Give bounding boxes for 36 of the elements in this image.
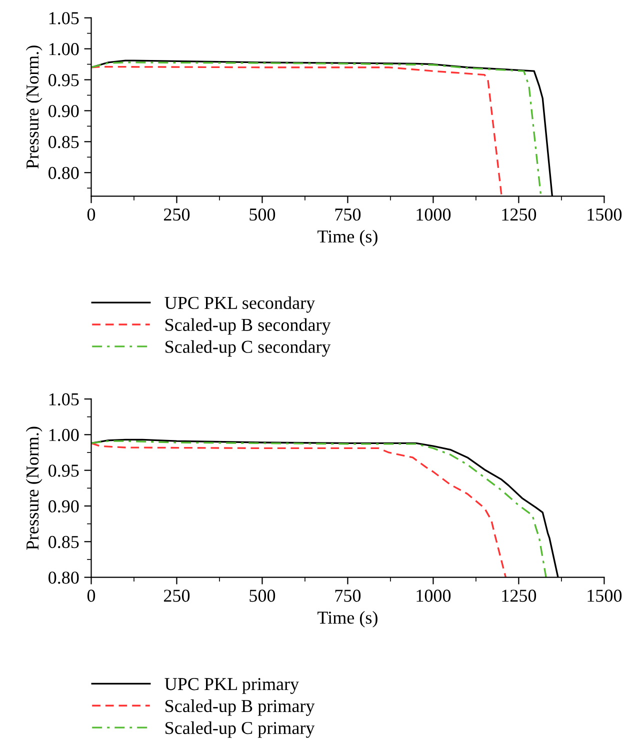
x-tick-label: 1000 xyxy=(416,208,451,221)
x-axis-title: Time (s) xyxy=(318,611,378,628)
legend-label: UPC PKL primary xyxy=(164,678,299,694)
x-tick-label: 1500 xyxy=(588,590,622,602)
y-tick-label: 0.85 xyxy=(48,136,79,148)
y-axis-title: Pressure (Norm.) xyxy=(26,426,42,550)
x-tick-label: 1250 xyxy=(502,208,536,221)
y-tick-label: 0.80 xyxy=(48,166,79,180)
y-axis-title: Pressure (Norm.) xyxy=(26,46,42,169)
y-tick-label: 1.05 xyxy=(49,393,79,406)
x-axis-title: Time (s) xyxy=(318,230,378,246)
x-tick-label: 0 xyxy=(87,208,96,221)
x-tick-label: 500 xyxy=(250,590,276,602)
x-tick-label: 750 xyxy=(335,590,361,602)
legend-label: Scaled-up B secondary xyxy=(166,318,331,335)
y-tick-label: 1.05 xyxy=(49,12,79,24)
legend-label: UPC PKL secondary xyxy=(164,296,316,313)
legend-label: Scaled-up C primary xyxy=(166,721,315,738)
x-tick-label: 250 xyxy=(164,208,190,221)
y-tick-label: 1.00 xyxy=(49,43,79,56)
x-tick-label: 250 xyxy=(164,590,190,602)
y-tick-label: 1.00 xyxy=(49,428,79,442)
y-tick-label: 0.95 xyxy=(48,74,79,86)
legend-label: Scaled-up B primary xyxy=(166,699,315,716)
y-tick-label: 0.80 xyxy=(48,572,79,584)
x-tick-label: 1250 xyxy=(502,590,536,602)
y-tick-label: 0.90 xyxy=(48,500,79,513)
y-tick-label: 0.95 xyxy=(48,464,79,477)
x-tick-label: 1500 xyxy=(588,208,622,221)
x-tick-label: 1000 xyxy=(416,590,451,602)
y-tick-label: 0.90 xyxy=(48,104,79,118)
legend-label: Scaled-up C secondary xyxy=(166,340,331,357)
x-tick-label: 750 xyxy=(335,208,361,221)
x-tick-label: 500 xyxy=(250,208,276,221)
x-tick-label: 0 xyxy=(87,590,96,602)
y-tick-label: 0.85 xyxy=(48,536,79,548)
